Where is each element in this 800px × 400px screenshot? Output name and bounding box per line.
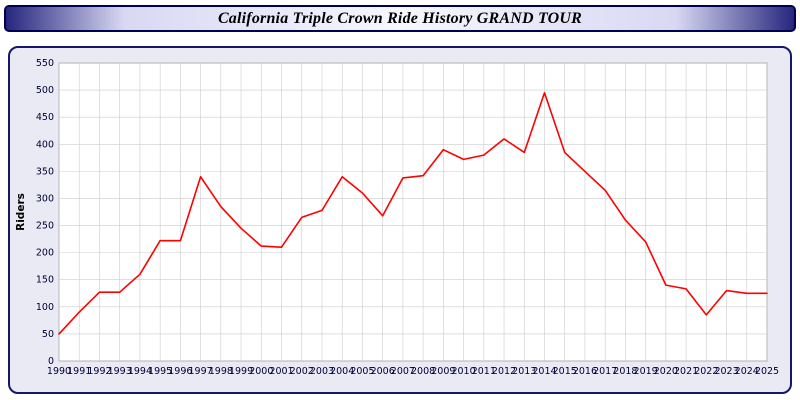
x-axis-tick-label: 2013 (512, 366, 536, 377)
x-axis-tick-label: 2011 (472, 366, 496, 377)
plot-area (58, 62, 768, 362)
x-axis-tick-label: 1997 (189, 366, 213, 377)
x-axis-tick-label: 2014 (532, 366, 556, 377)
x-axis-tick-label: 2018 (613, 366, 637, 377)
y-axis-title: Riders (15, 193, 27, 231)
x-axis-tick-label: 2022 (694, 366, 718, 377)
x-axis-tick-label: 2024 (735, 366, 759, 377)
riders-data-line (58, 91, 768, 335)
y-axis-tick-label: 400 (36, 139, 54, 150)
x-axis-tick-label: 2003 (310, 366, 334, 377)
x-axis-tick-label: 2007 (391, 366, 415, 377)
x-axis-tick-label: 1999 (229, 366, 253, 377)
x-axis-tick-label: 2000 (249, 366, 273, 377)
y-axis-tick-label: 0 (48, 356, 54, 367)
x-axis-tick-label: 2020 (654, 366, 678, 377)
x-axis-tick-label: 2010 (451, 366, 475, 377)
grid-lines (58, 62, 768, 362)
x-axis-tick-labels: 1990199119921993199419951996199719981999… (47, 366, 779, 377)
x-axis-tick-label: 2005 (350, 366, 374, 377)
x-axis-tick-label: 2002 (290, 366, 314, 377)
x-axis-tick-label: 1992 (87, 366, 111, 377)
x-axis-tick-label: 1995 (148, 366, 172, 377)
y-axis-tick-label: 200 (36, 248, 54, 259)
x-axis-tick-label: 1996 (168, 366, 192, 377)
page-title: California Triple Crown Ride History GRA… (217, 9, 583, 27)
x-axis-tick-label: 2016 (573, 366, 597, 377)
y-axis-tick-label: 500 (36, 85, 54, 96)
x-axis-tick-label: 2004 (330, 366, 354, 377)
x-axis-tick-label: 1991 (67, 366, 91, 377)
y-axis-tick-label: 150 (36, 275, 54, 286)
x-axis-tick-label: 1994 (128, 366, 152, 377)
x-axis-tick-label: 2015 (553, 366, 577, 377)
y-axis-tick-label: 300 (36, 193, 54, 204)
y-axis-tick-label: 100 (36, 302, 54, 313)
x-axis-tick-label: 2017 (593, 366, 617, 377)
y-axis-tick-label: 350 (36, 166, 54, 177)
x-axis-tick-label: 2001 (269, 366, 293, 377)
x-axis-tick-label: 2025 (755, 366, 779, 377)
y-axis-tick-label: 50 (42, 329, 54, 340)
x-axis-tick-label: 2023 (714, 366, 738, 377)
x-axis-tick-label: 2021 (674, 366, 698, 377)
x-axis-tick-label: 2008 (411, 366, 435, 377)
y-axis-tick-label: 550 (36, 58, 54, 69)
x-axis-tick-label: 2009 (431, 366, 455, 377)
x-axis-tick-label: 2019 (634, 366, 658, 377)
y-axis-tick-labels: 0 50 100 150 200 250 300 350 400 450 500 550 (36, 58, 54, 367)
x-axis-tick-label: 1998 (209, 366, 233, 377)
x-axis-tick-label: 1990 (47, 366, 71, 377)
ride-history-chart: 0501001502002503003504004505005501990199… (15, 58, 779, 377)
x-axis-tick-label: 2012 (492, 366, 516, 377)
chart-panel: 0 50 100 150 200 250 300 350 400 450 500 550 1990 199… (8, 46, 792, 394)
y-axis-tick-label: 450 (36, 112, 54, 123)
x-axis-tick-label: 1993 (108, 366, 132, 377)
y-axis-tick-label: 250 (36, 221, 54, 232)
title-bar: California Triple Crown Ride History GRA… (4, 5, 796, 32)
x-axis-tick-label: 2006 (371, 366, 395, 377)
